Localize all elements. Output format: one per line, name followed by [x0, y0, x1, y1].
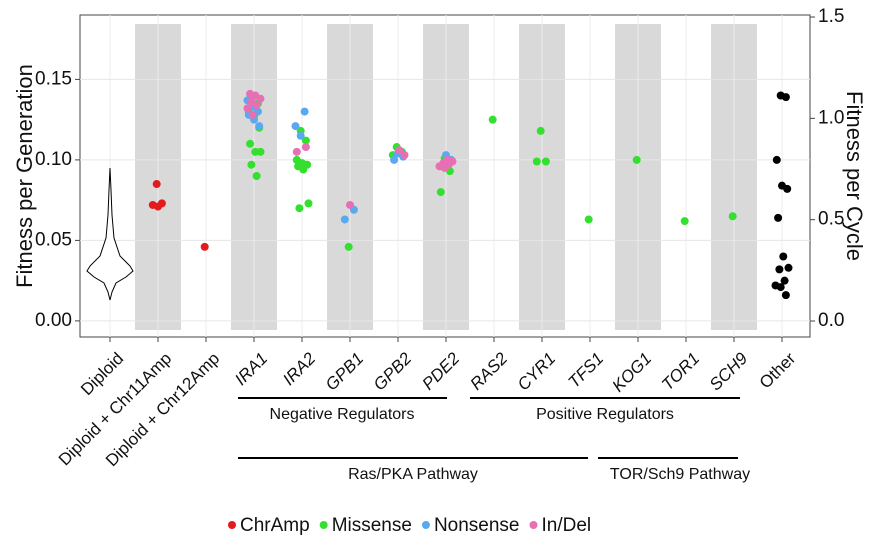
data-point	[344, 242, 353, 251]
legend-label: Nonsense	[434, 515, 520, 536]
data-point	[400, 151, 409, 160]
data-point	[295, 204, 304, 213]
x-tick-label: PDE2	[418, 349, 463, 394]
data-point	[340, 215, 349, 224]
x-tick-label: TFS1	[564, 349, 607, 392]
data-point	[780, 276, 789, 285]
data-point	[440, 163, 449, 172]
data-point	[436, 188, 445, 197]
data-point	[584, 215, 593, 224]
data-point	[395, 146, 404, 155]
data-point	[252, 101, 261, 110]
data-point	[154, 202, 162, 211]
group-label: TOR/Sch9 Pathway	[610, 466, 750, 483]
data-point	[775, 265, 784, 274]
data-point	[247, 160, 256, 169]
data-point	[292, 147, 301, 156]
y2-tick-label: 0.0	[818, 310, 844, 331]
data-point	[536, 126, 545, 135]
group-label: Positive Regulators	[536, 406, 674, 423]
data-point	[248, 110, 257, 119]
data-point	[256, 147, 265, 156]
data-point	[772, 155, 781, 164]
data-point	[346, 200, 354, 209]
x-tick-label: CYR1	[514, 349, 560, 395]
y2-tick-label: 1.5	[818, 6, 844, 27]
data-point	[781, 291, 790, 300]
data-point	[728, 212, 737, 221]
data-point	[252, 172, 261, 180]
y-tick-label: 0.05	[35, 229, 72, 250]
y-axis-label: Fitness per Generation	[12, 64, 37, 288]
data-point	[301, 143, 310, 152]
data-point	[541, 157, 550, 166]
y2-tick-label: 0.5	[818, 209, 844, 230]
legend-marker	[421, 521, 430, 529]
data-point	[632, 155, 641, 164]
x-tick-label: RAS2	[466, 349, 511, 394]
legend-label: ChrAmp	[240, 515, 310, 536]
data-point	[774, 213, 783, 222]
x-tick-label: Other	[756, 349, 800, 393]
legend-label: Missense	[332, 515, 412, 536]
y-tick-label: 0.15	[35, 68, 72, 89]
legend-marker	[529, 521, 538, 529]
data-point	[779, 252, 788, 261]
x-tick-label: IRA1	[231, 349, 271, 389]
data-point	[488, 115, 497, 124]
data-point	[781, 93, 790, 102]
data-point	[299, 165, 308, 174]
legend-marker	[319, 521, 328, 529]
x-tick-label: GPB2	[370, 348, 416, 394]
data-point	[200, 242, 209, 251]
data-point	[776, 283, 785, 292]
group-label: Ras/PKA Pathway	[348, 466, 478, 483]
data-point	[256, 94, 265, 103]
x-tick-label: GPB1	[322, 349, 368, 395]
data-point	[243, 104, 252, 113]
data-point	[291, 122, 300, 131]
group-label: Negative Regulators	[270, 406, 415, 423]
y2-tick-label: 1.0	[818, 107, 844, 128]
data-point	[300, 107, 309, 116]
data-point	[532, 157, 541, 166]
data-point	[304, 199, 313, 208]
x-tick-label: KOG1	[608, 349, 655, 396]
y-tick-label: 0.10	[35, 149, 72, 170]
y-tick-label: 0.00	[35, 310, 72, 331]
x-tick-label: SCH9	[706, 349, 752, 395]
legend-marker	[228, 521, 236, 529]
y2-axis-label: Fitness per Cycle	[842, 91, 867, 261]
data-point	[246, 139, 255, 148]
x-tick-label: TOR1	[658, 349, 703, 394]
data-point	[296, 131, 305, 140]
legend-label: In/Del	[542, 515, 592, 536]
x-tick-label: IRA2	[279, 348, 320, 389]
violin	[86, 167, 134, 301]
data-point	[784, 263, 793, 272]
data-point	[390, 155, 399, 164]
data-point	[255, 122, 264, 131]
data-point	[301, 136, 310, 145]
data-point	[152, 180, 161, 189]
data-point	[783, 184, 792, 193]
data-point	[680, 217, 689, 226]
